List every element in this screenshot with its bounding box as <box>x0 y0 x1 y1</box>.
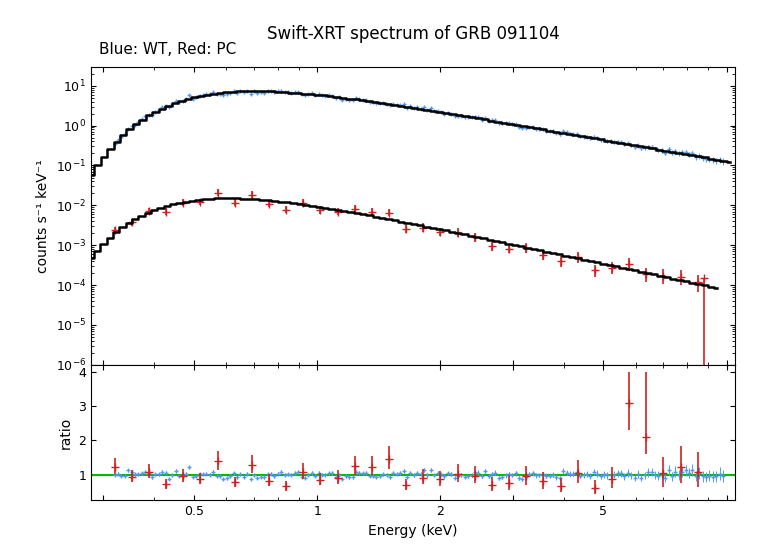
X-axis label: Energy (keV): Energy (keV) <box>368 524 458 538</box>
Text: Blue: WT, Red: PC: Blue: WT, Red: PC <box>99 42 236 57</box>
Text: Swift-XRT spectrum of GRB 091104: Swift-XRT spectrum of GRB 091104 <box>267 25 559 43</box>
Y-axis label: ratio: ratio <box>58 416 73 449</box>
Y-axis label: counts s⁻¹ keV⁻¹: counts s⁻¹ keV⁻¹ <box>36 159 50 272</box>
